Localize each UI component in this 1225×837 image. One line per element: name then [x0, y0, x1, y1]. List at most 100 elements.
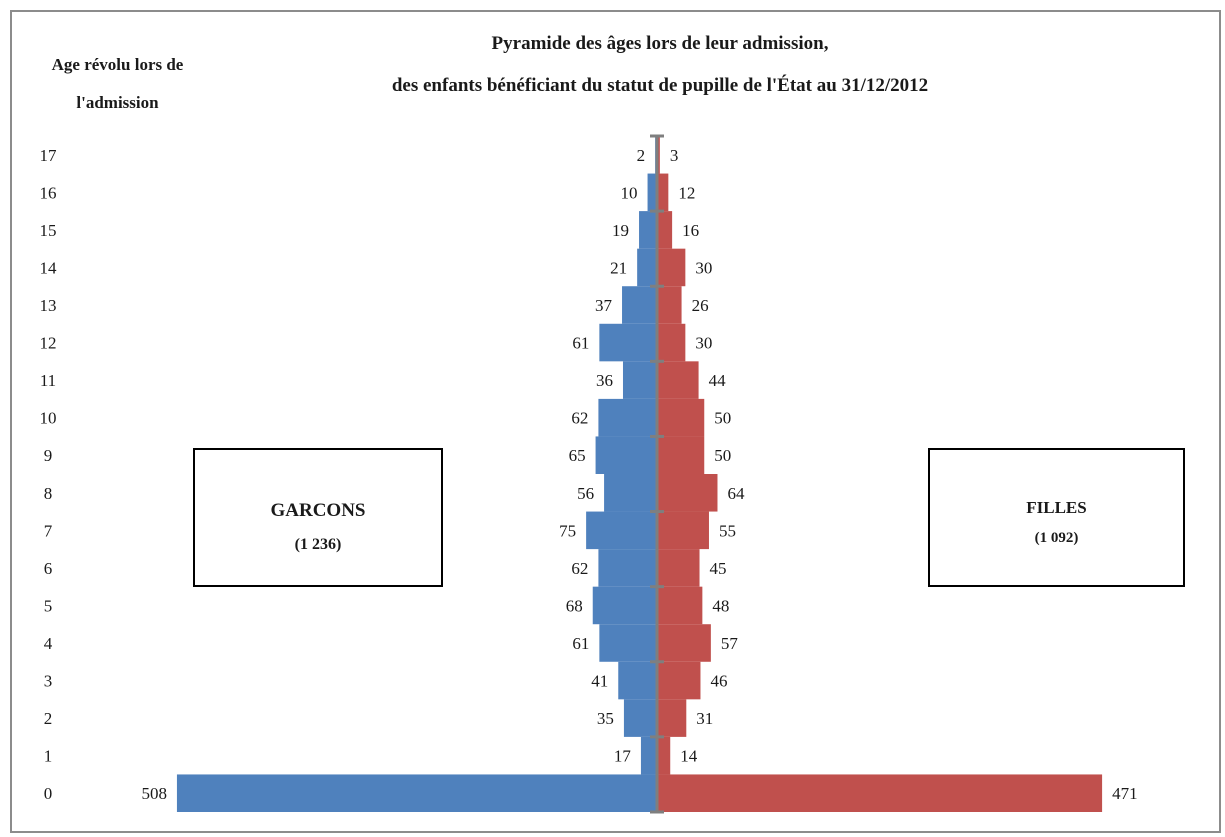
label-girls-age-15: 16 [682, 221, 699, 240]
bar-girls-age-6 [657, 549, 700, 587]
label-girls-age-11: 44 [709, 371, 727, 390]
bar-boys-age-7 [586, 511, 657, 550]
age-label-3: 3 [44, 672, 53, 691]
label-girls-age-14: 30 [695, 258, 712, 277]
label-boys-age-2: 35 [597, 709, 614, 728]
bar-girls-age-16 [657, 173, 669, 212]
label-girls-age-0: 471 [1112, 784, 1138, 803]
bar-girls-age-10 [657, 398, 705, 437]
age-label-1: 1 [44, 747, 53, 766]
label-boys-age-1: 17 [614, 747, 632, 766]
bar-boys-age-15 [639, 211, 657, 249]
label-boys-age-14: 21 [610, 258, 627, 277]
y-axis-label-line-2: l'admission [76, 93, 159, 112]
bar-girls-age-7 [657, 511, 709, 550]
y-axis-label: Age révolu lors de l'admission [30, 46, 205, 122]
bar-boys-age-16 [647, 173, 657, 212]
label-boys-age-0: 508 [141, 784, 167, 803]
age-label-0: 0 [44, 784, 53, 803]
bar-boys-age-0 [176, 774, 657, 812]
age-label-16: 16 [40, 183, 57, 202]
bar-girls-age-12 [657, 323, 686, 362]
label-girls-age-13: 26 [692, 296, 709, 315]
bar-girls-age-2 [657, 699, 687, 737]
age-label-17: 17 [40, 146, 58, 165]
label-girls-age-9: 50 [714, 446, 731, 465]
bar-boys-age-4 [599, 624, 657, 662]
age-label-12: 12 [40, 334, 57, 353]
age-label-11: 11 [40, 371, 56, 390]
label-girls-age-8: 64 [727, 484, 745, 503]
chart-title-line-2: des enfants bénéficiant du statut de pup… [391, 75, 929, 96]
girls-legend-total: (1 092) [1034, 530, 1079, 546]
label-girls-age-7: 55 [719, 521, 736, 540]
label-boys-age-11: 36 [596, 371, 613, 390]
bar-boys-age-3 [618, 661, 657, 700]
label-boys-age-12: 61 [572, 334, 589, 353]
label-girls-age-12: 30 [695, 334, 712, 353]
age-label-6: 6 [44, 559, 53, 578]
bar-boys-age-2 [623, 699, 657, 737]
boys-legend-name: GARCONS [270, 500, 366, 521]
bar-girls-age-9 [657, 436, 705, 474]
age-label-14: 14 [40, 258, 58, 277]
age-label-7: 7 [44, 521, 53, 540]
age-label-8: 8 [44, 484, 53, 503]
bar-girls-age-0 [657, 774, 1103, 812]
bar-girls-age-5 [657, 586, 703, 625]
bar-girls-age-4 [657, 624, 711, 662]
bar-girls-age-1 [657, 736, 671, 775]
age-label-13: 13 [40, 296, 57, 315]
bar-boys-age-5 [592, 586, 657, 625]
label-boys-age-15: 19 [612, 221, 629, 240]
label-girls-age-3: 46 [710, 672, 727, 691]
bar-boys-age-12 [599, 323, 657, 362]
label-girls-age-1: 14 [680, 747, 698, 766]
label-girls-age-6: 45 [710, 559, 727, 578]
label-girls-age-2: 31 [696, 709, 713, 728]
label-boys-age-3: 41 [591, 672, 608, 691]
bar-boys-age-11 [622, 361, 657, 399]
bar-boys-age-13 [622, 286, 657, 324]
label-boys-age-9: 65 [569, 446, 586, 465]
label-girls-age-16: 12 [678, 183, 695, 202]
girls-legend-name: FILLES [1026, 498, 1087, 517]
bar-girls-age-3 [657, 661, 701, 700]
boys-legend-total: (1 236) [294, 536, 342, 553]
bar-boys-age-8 [604, 474, 657, 512]
bar-boys-age-14 [637, 248, 657, 287]
label-boys-age-7: 75 [559, 521, 576, 540]
label-girls-age-10: 50 [714, 409, 731, 428]
label-girls-age-17: 3 [670, 146, 679, 165]
age-label-15: 15 [40, 221, 57, 240]
bar-girls-age-11 [657, 361, 699, 399]
label-boys-age-8: 56 [577, 484, 594, 503]
bar-girls-age-13 [657, 286, 682, 324]
label-girls-age-5: 48 [712, 596, 729, 615]
label-boys-age-5: 68 [566, 596, 583, 615]
label-boys-age-13: 37 [595, 296, 613, 315]
age-label-5: 5 [44, 596, 53, 615]
age-label-2: 2 [44, 709, 53, 728]
age-label-10: 10 [40, 409, 57, 428]
y-axis-label-line-1: Age révolu lors de [51, 55, 184, 74]
bar-boys-age-6 [598, 549, 657, 587]
chart-title-line-1: Pyramide des âges lors de leur admission… [491, 33, 829, 54]
bar-boys-age-10 [598, 398, 657, 437]
label-boys-age-4: 61 [572, 634, 589, 653]
label-girls-age-4: 57 [721, 634, 739, 653]
bar-boys-age-9 [595, 436, 657, 474]
age-label-9: 9 [44, 446, 53, 465]
bar-girls-age-14 [657, 248, 686, 287]
label-boys-age-6: 62 [571, 559, 588, 578]
age-label-4: 4 [44, 634, 53, 653]
label-boys-age-16: 10 [621, 183, 638, 202]
label-boys-age-17: 2 [637, 146, 646, 165]
girls-legend-box: FILLES (1 092) [928, 448, 1185, 587]
boys-legend-box: GARCONS (1 236) [193, 448, 443, 587]
bar-girls-age-8 [657, 474, 718, 512]
bar-girls-age-15 [657, 211, 673, 249]
label-boys-age-10: 62 [571, 409, 588, 428]
bar-boys-age-1 [640, 736, 657, 775]
